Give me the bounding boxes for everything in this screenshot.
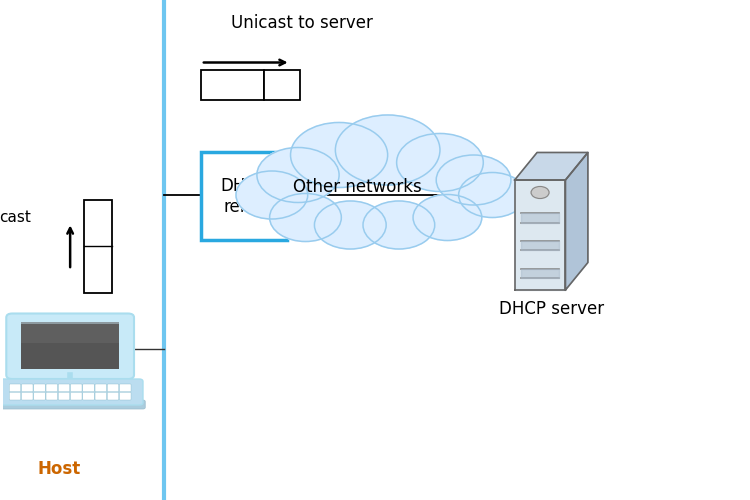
FancyBboxPatch shape — [46, 384, 58, 392]
Polygon shape — [514, 152, 588, 180]
Text: DHCP
relay: DHCP relay — [220, 177, 267, 216]
FancyBboxPatch shape — [9, 384, 21, 392]
Text: Unicast to server: Unicast to server — [231, 14, 373, 32]
FancyBboxPatch shape — [119, 384, 131, 392]
Circle shape — [436, 155, 511, 205]
Circle shape — [436, 155, 511, 205]
Bar — [201, 70, 265, 100]
Text: Other networks: Other networks — [293, 178, 422, 196]
FancyBboxPatch shape — [119, 392, 131, 400]
Circle shape — [413, 194, 482, 240]
FancyBboxPatch shape — [58, 392, 70, 400]
Bar — [83, 200, 112, 292]
Circle shape — [257, 148, 339, 203]
FancyBboxPatch shape — [0, 400, 146, 409]
Circle shape — [413, 194, 482, 240]
FancyBboxPatch shape — [34, 384, 45, 392]
Circle shape — [257, 148, 339, 203]
FancyBboxPatch shape — [21, 324, 119, 369]
FancyBboxPatch shape — [6, 314, 134, 379]
FancyBboxPatch shape — [58, 384, 70, 392]
FancyBboxPatch shape — [34, 392, 45, 400]
Circle shape — [236, 171, 308, 219]
FancyBboxPatch shape — [70, 384, 82, 392]
FancyBboxPatch shape — [22, 392, 33, 400]
Bar — [201, 152, 286, 240]
Circle shape — [290, 122, 388, 188]
Circle shape — [397, 134, 483, 192]
Text: Host: Host — [38, 460, 80, 477]
FancyBboxPatch shape — [95, 384, 106, 392]
FancyBboxPatch shape — [46, 392, 58, 400]
FancyBboxPatch shape — [107, 392, 118, 400]
Circle shape — [335, 115, 440, 185]
Circle shape — [397, 134, 483, 192]
Circle shape — [459, 172, 526, 218]
FancyBboxPatch shape — [95, 392, 106, 400]
Circle shape — [459, 172, 526, 218]
Circle shape — [269, 194, 341, 242]
Bar — [265, 70, 300, 100]
Circle shape — [531, 186, 549, 198]
Polygon shape — [514, 180, 566, 290]
FancyBboxPatch shape — [21, 322, 119, 344]
Circle shape — [269, 194, 341, 242]
FancyBboxPatch shape — [22, 384, 33, 392]
Circle shape — [290, 122, 388, 188]
Text: cast: cast — [0, 210, 31, 225]
Circle shape — [314, 201, 386, 249]
Circle shape — [236, 171, 308, 219]
FancyBboxPatch shape — [9, 392, 21, 400]
Circle shape — [335, 115, 440, 185]
Text: DHCP server: DHCP server — [500, 300, 604, 318]
FancyBboxPatch shape — [82, 392, 94, 400]
FancyBboxPatch shape — [107, 384, 118, 392]
Circle shape — [363, 201, 435, 249]
FancyBboxPatch shape — [0, 379, 143, 405]
FancyBboxPatch shape — [70, 392, 82, 400]
FancyBboxPatch shape — [82, 384, 94, 392]
Circle shape — [363, 201, 435, 249]
Circle shape — [314, 201, 386, 249]
Polygon shape — [566, 152, 588, 290]
